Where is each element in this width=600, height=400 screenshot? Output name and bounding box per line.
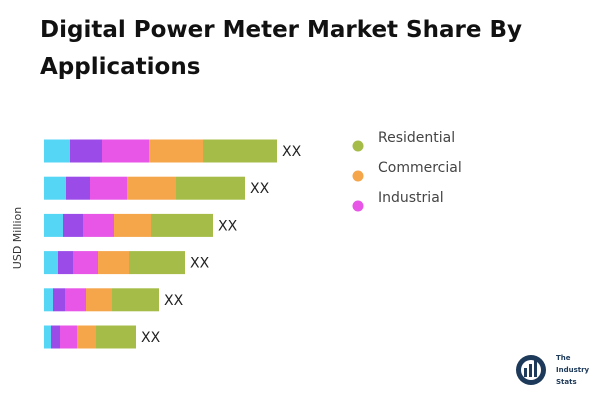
bar-segment (44, 176, 66, 200)
bar-segment (114, 213, 151, 237)
bar-segment (44, 288, 53, 312)
bar-segment (44, 251, 58, 275)
y-axis-label: USD Million (11, 207, 24, 269)
bar-segment (77, 325, 96, 349)
bar-label: XX (190, 256, 210, 272)
chart-title: Digital Power Meter Market Share By Appl… (40, 17, 522, 80)
bar-segment (96, 325, 136, 349)
bar-segment (63, 213, 83, 237)
bar-segment (44, 213, 63, 237)
legend-label: Commercial (378, 160, 462, 176)
bar-segment (127, 176, 176, 200)
bar-label: XX (164, 293, 184, 309)
bar-segment (66, 176, 90, 200)
bar-segment (44, 325, 51, 349)
bar-segment (129, 251, 185, 275)
legend-label: Industrial (378, 190, 444, 206)
bar-segment (149, 139, 203, 163)
bar-label: XX (282, 144, 302, 160)
bar-segment (90, 176, 127, 200)
logo-icon (516, 355, 546, 385)
bar-label: XX (250, 181, 270, 197)
bar-segment (44, 139, 70, 163)
logo-text: Stats (556, 378, 577, 386)
bar-segment (51, 325, 60, 349)
logo-text: Industry (556, 366, 590, 374)
bar-segment (102, 139, 149, 163)
bar-segment (86, 288, 112, 312)
legend-marker (352, 170, 364, 182)
bar-label: XX (218, 218, 238, 234)
bar-segment (176, 176, 245, 200)
bar-segment (53, 288, 65, 312)
bar-segment (151, 213, 213, 237)
legend-label: Residential (378, 130, 455, 146)
bar-segment (73, 251, 98, 275)
bar-segment (58, 251, 73, 275)
bar-segment (70, 139, 102, 163)
bar-segment (83, 213, 114, 237)
legend-marker (352, 200, 364, 212)
bar-segment (203, 139, 277, 163)
bar-segment (65, 288, 86, 312)
bar-segment (112, 288, 159, 312)
bar-segment (60, 325, 77, 349)
logo-text: The (556, 354, 571, 362)
bar-segment (98, 251, 129, 275)
bar-label: XX (141, 330, 161, 346)
legend-marker (352, 140, 364, 152)
